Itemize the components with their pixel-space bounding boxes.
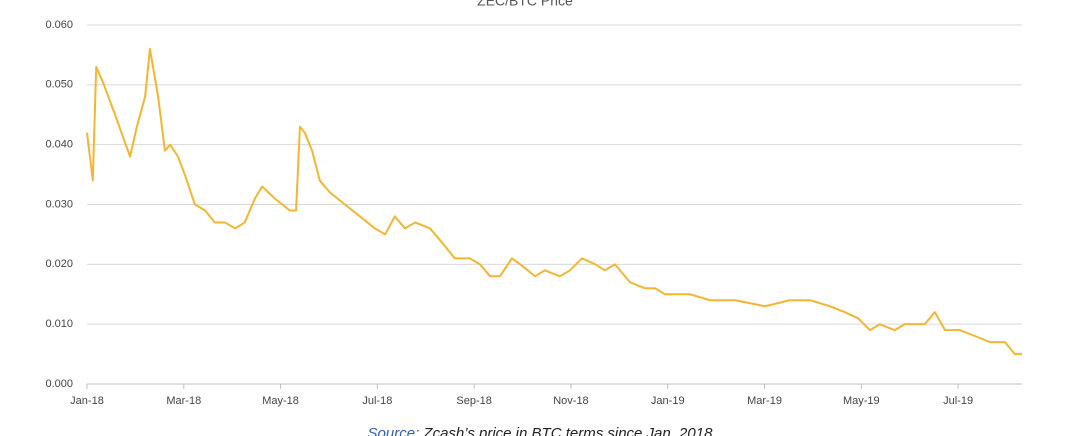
x-tick-label: Sep-18 [456,395,491,407]
x-tick-label: Jul-19 [943,395,973,407]
y-tick-label: 0.060 [45,19,73,31]
y-tick-label: 0.040 [45,139,73,151]
x-tick-label: May-18 [262,395,299,407]
x-tick-label: Nov-18 [553,395,588,407]
y-tick-label: 0.030 [45,198,73,210]
price-line [86,47,1022,356]
caption-source: Source: [368,425,420,436]
y-tick-label: 0.010 [45,318,73,330]
x-tick-label: Mar-19 [747,395,782,407]
x-tick-label: Jul-18 [362,395,392,407]
y-tick-label: 0.050 [45,79,73,91]
chart-title: ZEC/BTC Price [477,0,573,9]
caption-text: Zcash’s price in BTC terms since Jan. 20… [422,425,713,436]
x-tick-label: Mar-18 [166,395,201,407]
y-tick-label: 0.000 [45,378,73,390]
x-tick-label: Jan-19 [651,395,685,407]
x-tick-label: Jan-18 [70,395,104,407]
x-tick-label: May-19 [843,395,880,407]
caption: Source: Zcash’s price in BTC terms since… [368,425,714,436]
y-tick-label: 0.020 [45,258,73,270]
